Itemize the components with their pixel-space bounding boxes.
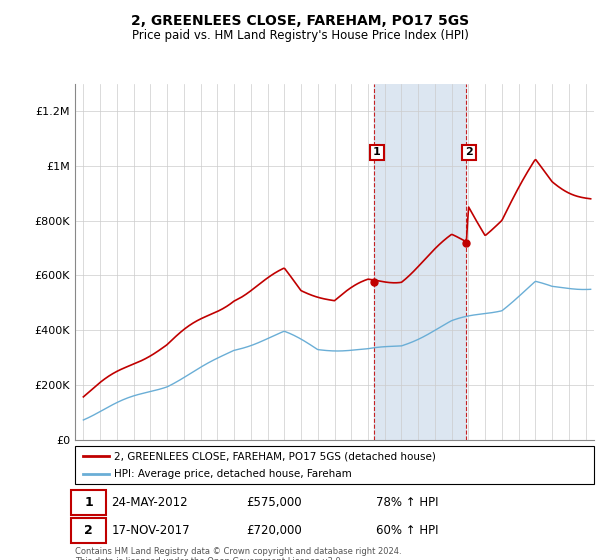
Bar — [374, 84, 466, 440]
Text: £720,000: £720,000 — [246, 524, 302, 538]
Text: 2, GREENLEES CLOSE, FAREHAM, PO17 5GS (detached house): 2, GREENLEES CLOSE, FAREHAM, PO17 5GS (d… — [114, 451, 436, 461]
FancyBboxPatch shape — [71, 490, 106, 515]
Text: Contains HM Land Registry data © Crown copyright and database right 2024.
This d: Contains HM Land Registry data © Crown c… — [75, 547, 401, 560]
Text: 24-MAY-2012: 24-MAY-2012 — [112, 496, 188, 510]
Text: 1: 1 — [84, 496, 93, 510]
Text: 2: 2 — [465, 147, 473, 157]
Text: 17-NOV-2017: 17-NOV-2017 — [112, 524, 190, 538]
Text: 78% ↑ HPI: 78% ↑ HPI — [376, 496, 439, 510]
FancyBboxPatch shape — [71, 518, 106, 543]
Text: 2: 2 — [84, 524, 93, 538]
Text: 2, GREENLEES CLOSE, FAREHAM, PO17 5GS: 2, GREENLEES CLOSE, FAREHAM, PO17 5GS — [131, 14, 469, 28]
Text: £575,000: £575,000 — [246, 496, 302, 510]
Text: HPI: Average price, detached house, Fareham: HPI: Average price, detached house, Fare… — [114, 469, 352, 479]
Text: 60% ↑ HPI: 60% ↑ HPI — [376, 524, 439, 538]
Text: Price paid vs. HM Land Registry's House Price Index (HPI): Price paid vs. HM Land Registry's House … — [131, 29, 469, 42]
Text: 1: 1 — [373, 147, 381, 157]
